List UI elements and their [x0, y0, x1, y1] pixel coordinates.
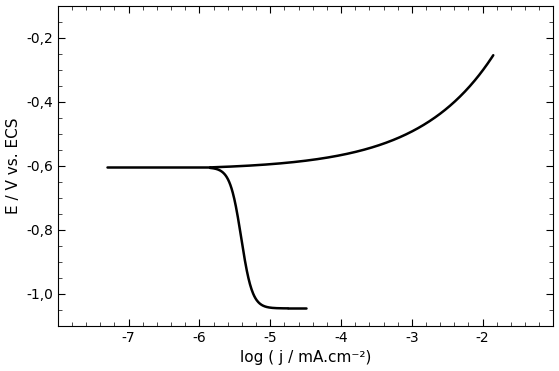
X-axis label: log ( j / mA.cm⁻²): log ( j / mA.cm⁻²) [240, 351, 371, 365]
Y-axis label: E / V vs. ECS: E / V vs. ECS [6, 118, 21, 214]
